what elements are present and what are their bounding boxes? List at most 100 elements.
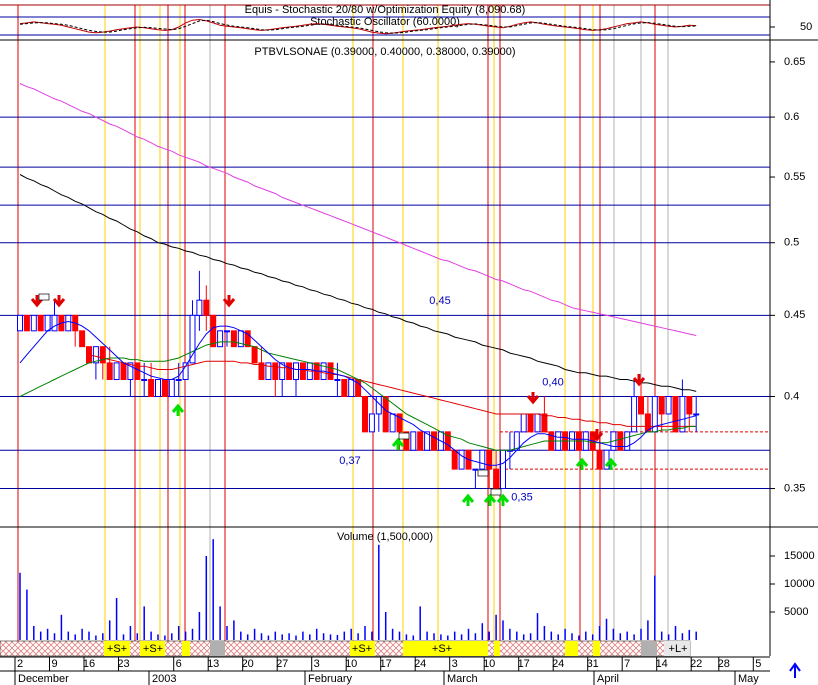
y-tick-label: 0.45 bbox=[784, 309, 805, 321]
x-tick-label: 23 bbox=[117, 658, 129, 670]
sell-arrow bbox=[222, 295, 236, 308]
volume-bar bbox=[467, 628, 470, 640]
volume-bar bbox=[522, 634, 525, 640]
sell-arrow bbox=[52, 295, 66, 308]
volume-bar bbox=[198, 612, 201, 640]
x-tick-label: 17 bbox=[518, 658, 530, 670]
volume-bar bbox=[322, 633, 325, 640]
candle-body bbox=[403, 431, 410, 451]
moving-average bbox=[19, 341, 697, 451]
signal-block bbox=[403, 641, 488, 656]
volume-bar bbox=[39, 631, 42, 640]
x-tick-label: 20 bbox=[242, 658, 254, 670]
volume-bar bbox=[667, 634, 670, 640]
volume-bar bbox=[60, 614, 63, 640]
volume-bar bbox=[612, 628, 615, 640]
exit-marker bbox=[38, 293, 50, 301]
volume-bar bbox=[81, 628, 83, 640]
sell-arrow bbox=[590, 429, 604, 442]
volume-bar bbox=[295, 635, 297, 640]
x-tick-label: 13 bbox=[207, 658, 219, 670]
volume-bar bbox=[419, 606, 421, 640]
exit-marker bbox=[490, 488, 502, 496]
volume-bar bbox=[640, 628, 642, 640]
candle-body bbox=[189, 314, 196, 364]
candle-body bbox=[458, 449, 465, 470]
volume-bar bbox=[536, 613, 539, 640]
volume-bar bbox=[246, 634, 249, 640]
candle-body bbox=[617, 431, 624, 451]
volume-bar bbox=[405, 634, 408, 640]
volume-bar bbox=[578, 635, 580, 640]
signal-block bbox=[350, 641, 375, 656]
moving-average bbox=[19, 174, 697, 392]
candle-body bbox=[665, 396, 672, 415]
volume-bar bbox=[26, 589, 28, 640]
x-tick-label: 9 bbox=[51, 658, 57, 670]
candle-body bbox=[472, 468, 479, 471]
volume-bar bbox=[619, 633, 622, 640]
signal-label: +L+ bbox=[669, 643, 688, 655]
x-tick-label: 3 bbox=[314, 658, 320, 670]
x-tick-label: 24 bbox=[414, 658, 426, 670]
y-tick-label: 0.55 bbox=[784, 171, 805, 183]
volume-bar bbox=[233, 620, 235, 640]
exit-marker bbox=[477, 469, 489, 477]
candle-body bbox=[527, 413, 534, 433]
candle-body bbox=[23, 314, 30, 332]
candle-body bbox=[417, 431, 424, 451]
candle-body bbox=[155, 378, 161, 398]
price-label: PTBVLSONAE (0.39000, 0.40000, 0.38000, 0… bbox=[254, 46, 515, 58]
signal-block bbox=[641, 641, 657, 656]
candle-body bbox=[92, 346, 99, 364]
candle-body bbox=[382, 396, 389, 433]
candle-body bbox=[258, 362, 265, 380]
y-tick-label: 0.65 bbox=[784, 56, 805, 68]
candle-body bbox=[638, 396, 644, 415]
volume-bar bbox=[164, 635, 166, 640]
candle-body bbox=[451, 449, 458, 470]
signal-lines bbox=[17, 5, 669, 641]
candle-body bbox=[541, 413, 548, 433]
volume-bar bbox=[474, 633, 477, 640]
volume-bar bbox=[240, 631, 242, 640]
scroll-arrow[interactable] bbox=[789, 662, 801, 678]
level-label: 0,45 bbox=[429, 295, 450, 307]
volume-bar bbox=[95, 635, 97, 640]
volume-bar bbox=[143, 606, 145, 640]
x-tick-label: 14 bbox=[656, 658, 668, 670]
volume-bar bbox=[371, 631, 373, 640]
volume-bar bbox=[564, 628, 566, 640]
candle-body bbox=[244, 330, 251, 348]
candle-body bbox=[348, 378, 355, 398]
volume-bar bbox=[108, 620, 111, 640]
candle-body bbox=[120, 362, 127, 380]
month-label: May bbox=[738, 673, 759, 685]
candle-body bbox=[479, 449, 486, 470]
x-tick-label: 6 bbox=[176, 658, 182, 670]
volume-bar bbox=[53, 633, 56, 640]
exit-marker bbox=[398, 432, 410, 440]
volume-bar bbox=[315, 628, 318, 640]
candle-body bbox=[217, 330, 224, 348]
candle-body bbox=[113, 362, 120, 380]
candle-body bbox=[265, 362, 272, 380]
sell-arrow bbox=[30, 295, 44, 308]
volume-bar bbox=[157, 634, 159, 640]
volume-bar bbox=[150, 631, 152, 640]
volume-bar bbox=[605, 618, 608, 640]
candle-body bbox=[431, 431, 437, 451]
moving-average bbox=[19, 83, 697, 336]
volume-bar bbox=[440, 634, 442, 640]
candle-body bbox=[51, 314, 58, 332]
candle-body bbox=[168, 378, 175, 398]
volume-bar bbox=[212, 539, 214, 640]
stochastic-line bbox=[19, 19, 697, 34]
candle-body bbox=[224, 330, 230, 333]
volume-bar bbox=[543, 626, 546, 640]
signal-block bbox=[210, 641, 225, 656]
volume-bar bbox=[481, 623, 484, 640]
volume-bar bbox=[495, 614, 497, 640]
volume-bar bbox=[46, 628, 49, 640]
